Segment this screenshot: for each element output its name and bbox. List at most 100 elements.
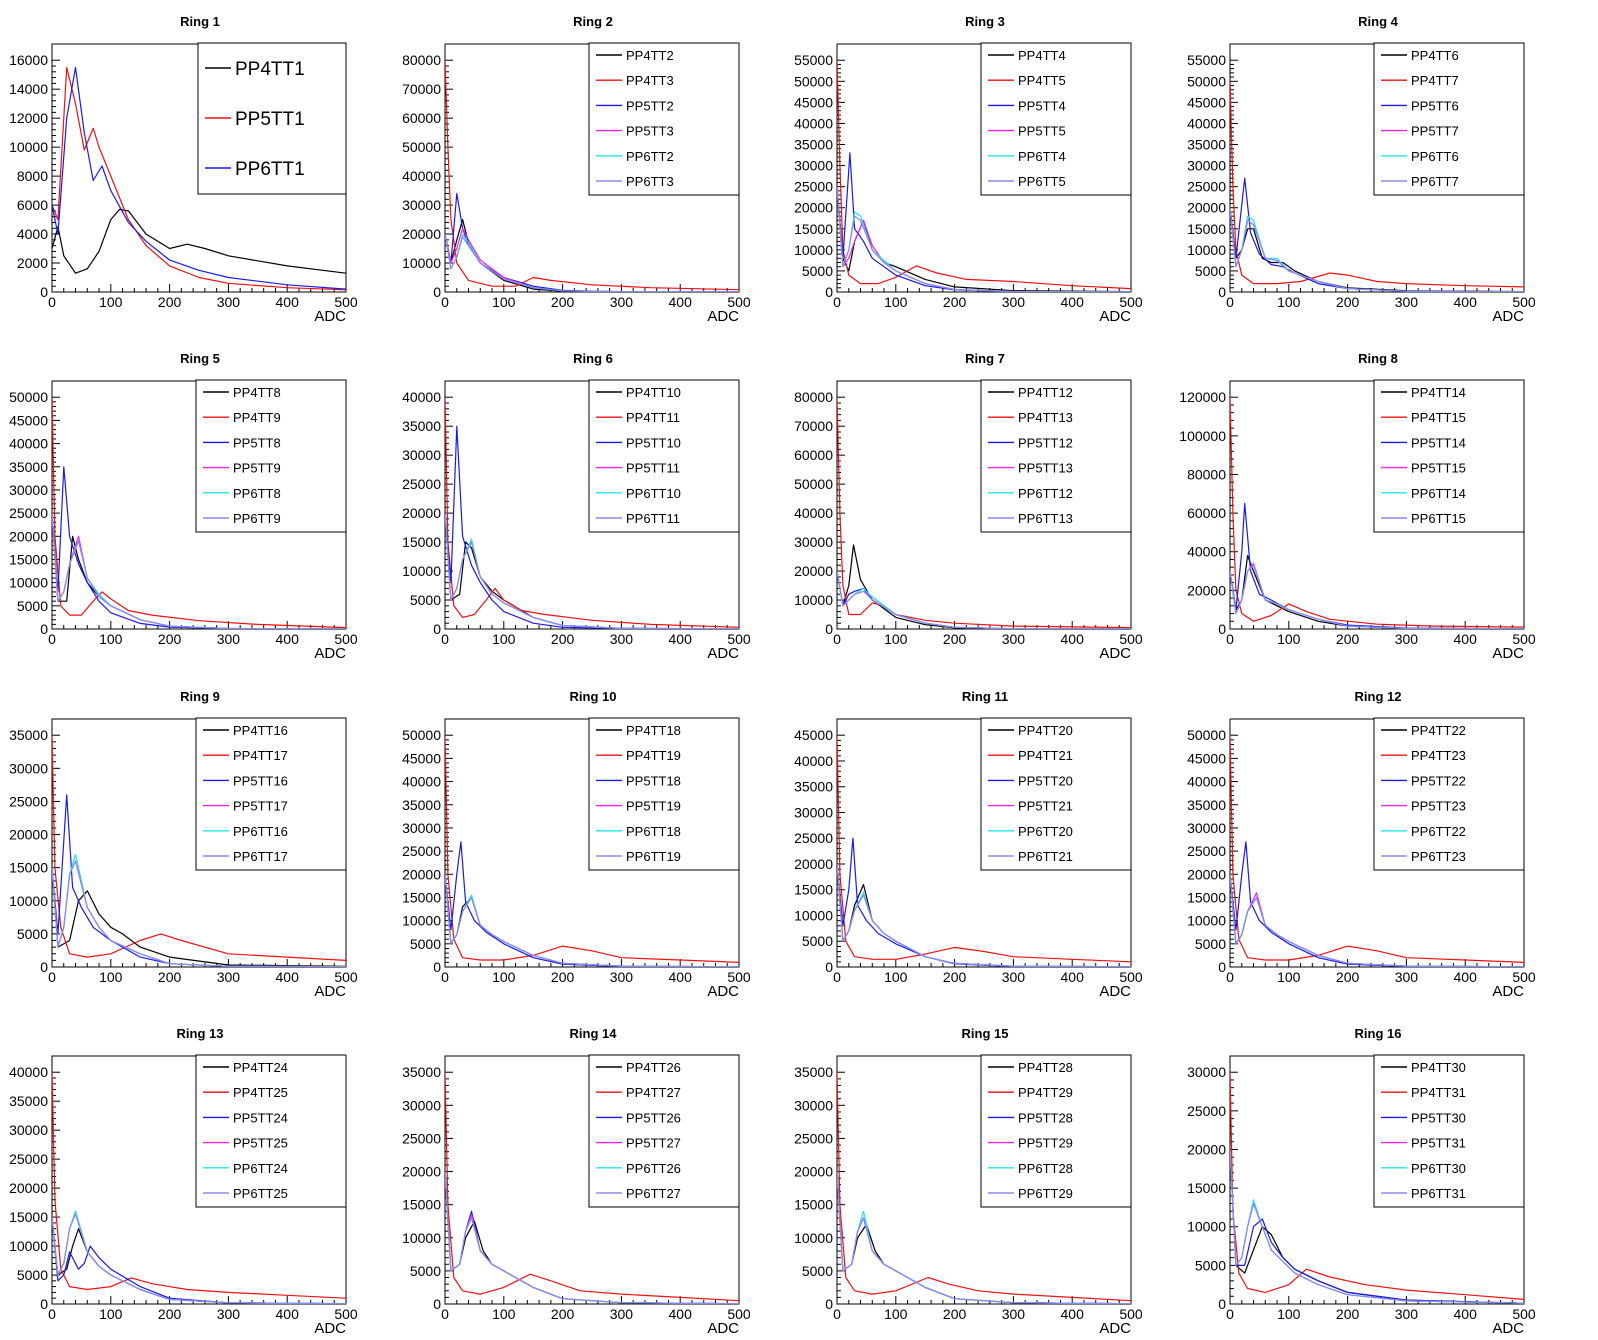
y-tick-label: 10000 <box>9 139 48 155</box>
x-tick-label: 400 <box>1454 969 1478 985</box>
y-tick-label: 25000 <box>1187 1103 1226 1119</box>
legend-label: PP4TT7 <box>1411 73 1459 88</box>
y-tick-label: 50000 <box>402 139 441 155</box>
y-tick-label: 20000 <box>1187 866 1226 882</box>
x-tick-label: 0 <box>441 1306 449 1322</box>
y-tick-label: 30000 <box>402 197 441 213</box>
x-tick-label: 200 <box>551 631 575 647</box>
x-tick-label: 0 <box>1226 294 1234 310</box>
series-line <box>837 1072 1131 1302</box>
y-tick-label: 20000 <box>1187 200 1226 216</box>
x-tick-label: 100 <box>99 294 123 310</box>
x-tick-label: 100 <box>99 969 123 985</box>
legend-box <box>195 717 347 871</box>
y-tick-label: 30000 <box>1187 820 1226 836</box>
y-tick-label: 15000 <box>9 551 48 567</box>
x-tick-label: 0 <box>48 1306 56 1322</box>
x-tick-label: 400 <box>1061 631 1085 647</box>
x-tick-label: 500 <box>1512 969 1536 985</box>
y-tick-label: 5000 <box>1195 263 1226 279</box>
series-line <box>1230 564 1524 629</box>
y-tick-label: 30000 <box>794 1097 833 1113</box>
x-tick-label: 500 <box>334 631 358 647</box>
legend-label: PP4TT31 <box>1411 1085 1466 1100</box>
x-tick-label: 200 <box>1336 969 1360 985</box>
series-line <box>837 1171 1131 1304</box>
y-tick-label: 60000 <box>402 110 441 126</box>
series-line <box>445 219 739 292</box>
series-line <box>445 874 739 967</box>
x-tick-label: 500 <box>727 631 751 647</box>
x-tick-label: 0 <box>48 294 56 310</box>
series-line <box>445 513 739 629</box>
legend-label: PP6TT8 <box>233 486 281 501</box>
legend-label: PP6TT26 <box>626 1161 681 1176</box>
x-tick-label: 300 <box>1395 969 1419 985</box>
panel-title: Ring 15 <box>962 1026 1009 1041</box>
panel-title: Ring 6 <box>573 351 613 366</box>
legend-label: PP5TT25 <box>233 1136 288 1151</box>
x-tick-label: 0 <box>833 1306 841 1322</box>
legend-label: PP4TT26 <box>626 1060 681 1075</box>
x-tick-label: 100 <box>492 631 516 647</box>
x-tick-label: 0 <box>441 969 449 985</box>
legend-label: PP5TT17 <box>233 799 288 814</box>
x-tick-label: 200 <box>1336 631 1360 647</box>
y-tick-label: 55000 <box>1187 52 1226 68</box>
y-tick-label: 0 <box>1218 1296 1226 1312</box>
y-tick-label: 20000 <box>9 1180 48 1196</box>
x-tick-label: 300 <box>1002 969 1026 985</box>
x-tick-label: 300 <box>1395 294 1419 310</box>
y-tick-label: 100000 <box>1179 428 1226 444</box>
y-tick-label: 5000 <box>17 926 48 942</box>
x-tick-label: 100 <box>99 1306 123 1322</box>
panel-title: Ring 10 <box>570 689 617 704</box>
legend-label: PP5TT8 <box>233 435 281 450</box>
ring-histogram-panel: Ring 8 0 20000 40000 60000 80000 100000 120000 0… <box>1179 351 1536 662</box>
x-tick-label: 100 <box>99 631 123 647</box>
y-tick-label: 25000 <box>794 179 833 195</box>
legend-label: PP6TT9 <box>233 511 281 526</box>
x-tick-label: 200 <box>1336 294 1360 310</box>
series-line <box>52 860 346 967</box>
legend-label: PP5TT24 <box>233 1110 288 1125</box>
x-tick-label: 500 <box>1119 1306 1143 1322</box>
x-tick-label: 100 <box>1277 969 1301 985</box>
legend-label: PP6TT2 <box>626 149 674 164</box>
legend-label: PP4TT10 <box>626 385 681 400</box>
y-tick-label: 0 <box>40 284 48 300</box>
y-tick-label: 0 <box>1218 284 1226 300</box>
series-line <box>52 1217 346 1304</box>
x-tick-label: 300 <box>610 294 634 310</box>
y-tick-label: 0 <box>825 959 833 975</box>
y-tick-label: 0 <box>433 959 441 975</box>
series-line <box>1230 874 1524 967</box>
series-line <box>1230 207 1524 292</box>
y-tick-label: 40000 <box>1187 544 1226 560</box>
series-line <box>445 425 739 629</box>
x-axis-label: ADC <box>1099 1320 1131 1337</box>
legend-label: PP6TT15 <box>1411 511 1466 526</box>
y-tick-label: 6000 <box>17 197 48 213</box>
legend-label: PP4TT22 <box>1411 723 1466 738</box>
x-tick-label: 300 <box>1395 631 1419 647</box>
y-tick-label: 30000 <box>9 1122 48 1138</box>
y-tick-label: 15000 <box>1187 889 1226 905</box>
legend-label: PP6TT19 <box>626 849 681 864</box>
x-tick-label: 0 <box>833 631 841 647</box>
legend-label: PP4TT24 <box>233 1060 288 1075</box>
series-line <box>445 233 739 292</box>
y-tick-label: 10000 <box>794 907 833 923</box>
legend-label: PP5TT31 <box>1411 1136 1466 1151</box>
y-tick-label: 40000 <box>794 753 833 769</box>
x-tick-label: 400 <box>669 294 693 310</box>
x-tick-label: 300 <box>610 1306 634 1322</box>
panel-title: Ring 4 <box>1358 14 1398 29</box>
y-tick-label: 5000 <box>17 1267 48 1283</box>
y-tick-label: 5000 <box>802 933 833 949</box>
x-tick-label: 100 <box>1277 631 1301 647</box>
y-tick-label: 15000 <box>794 221 833 237</box>
x-tick-label: 400 <box>669 969 693 985</box>
x-tick-label: 0 <box>1226 969 1234 985</box>
y-tick-label: 30000 <box>402 1097 441 1113</box>
